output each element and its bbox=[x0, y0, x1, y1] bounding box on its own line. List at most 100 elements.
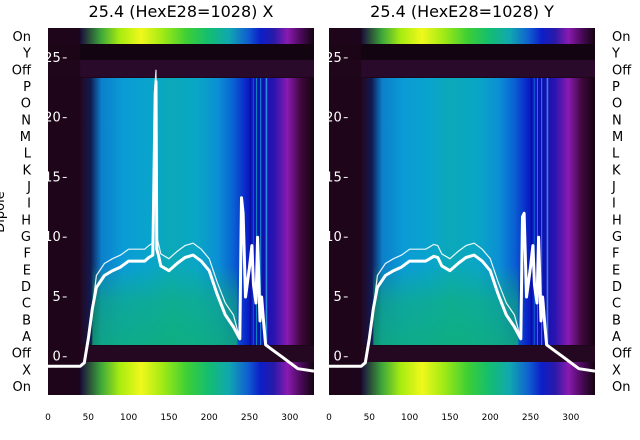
row-label: O bbox=[21, 97, 31, 112]
row-label: H bbox=[612, 213, 622, 228]
row-label: F bbox=[24, 247, 31, 262]
heatmap-gap-top bbox=[48, 44, 314, 60]
row-label: L bbox=[24, 147, 32, 162]
row-label: M bbox=[20, 130, 31, 145]
chart-title-y: 25.4 (HexE28=1028) Y bbox=[370, 2, 554, 21]
row-label: M bbox=[612, 130, 623, 145]
row-label: D bbox=[21, 280, 31, 295]
x-tick-label: 0 bbox=[326, 413, 332, 423]
row-label: G bbox=[612, 230, 622, 245]
x-tick-labels: 0 50 100 150 200 250 300 0 50 100 150 200 250 300 bbox=[45, 413, 580, 423]
heatmap-band-bottom bbox=[48, 362, 314, 395]
heatmap-panel-x: 0 5 10 15 20 25 bbox=[44, 28, 314, 395]
row-label: On bbox=[13, 380, 31, 395]
chart-title-x: 25.4 (HexE28=1028) X bbox=[89, 2, 274, 21]
x-tick-label: 250 bbox=[241, 413, 258, 423]
heatmap-stripe bbox=[252, 78, 254, 345]
row-label: Off bbox=[612, 347, 632, 362]
row-label: On bbox=[13, 30, 31, 45]
row-label: N bbox=[612, 113, 622, 128]
y-tick-label: 10 bbox=[325, 230, 342, 245]
y-tick-label: 15 bbox=[44, 170, 61, 185]
row-label: X bbox=[612, 363, 621, 378]
row-label: I bbox=[612, 197, 616, 212]
heatmap-band-dark-bottom bbox=[329, 346, 595, 362]
heatmap-stripe bbox=[533, 78, 535, 345]
heatmap-green-tint bbox=[373, 200, 519, 345]
row-label: Y bbox=[611, 47, 620, 62]
y-tick-label: 10 bbox=[44, 230, 61, 245]
heatmap-panel-y: 0 5 10 15 20 25 bbox=[325, 28, 595, 395]
row-label: N bbox=[21, 113, 31, 128]
row-label: A bbox=[612, 330, 621, 345]
heatmap-stripe bbox=[259, 78, 262, 345]
row-label: B bbox=[22, 313, 31, 328]
row-label: O bbox=[612, 97, 622, 112]
heatmap-band-top bbox=[329, 28, 595, 44]
row-label: C bbox=[612, 297, 621, 312]
heatmap-stripe bbox=[536, 78, 538, 345]
y-tick-label: 5 bbox=[333, 290, 341, 305]
row-label: F bbox=[612, 247, 619, 262]
row-label: D bbox=[612, 280, 622, 295]
x-tick-label: 200 bbox=[482, 413, 499, 423]
heatmap-gap-top bbox=[329, 44, 595, 60]
overlay-trace-secondary bbox=[329, 213, 595, 372]
x-tick-label: 300 bbox=[562, 413, 579, 423]
row-label: L bbox=[612, 147, 620, 162]
row-label: B bbox=[612, 313, 621, 328]
row-label: On bbox=[612, 380, 630, 395]
heatmap-green-tint bbox=[92, 200, 238, 345]
y-tick-label: 25 bbox=[44, 51, 61, 66]
y-tick-label: 20 bbox=[325, 111, 342, 126]
heatmap-stripe bbox=[249, 78, 252, 345]
y-tick-label: 20 bbox=[44, 111, 61, 126]
x-tick-label: 100 bbox=[401, 413, 418, 423]
row-label: C bbox=[22, 297, 31, 312]
y-tick-label: 25 bbox=[325, 51, 342, 66]
x-tick-label: 300 bbox=[281, 413, 298, 423]
heatmap-band-bottom bbox=[329, 362, 595, 395]
y-axis-label: Dipole bbox=[0, 191, 8, 232]
row-label: K bbox=[22, 163, 31, 178]
row-label: X bbox=[22, 363, 31, 378]
row-label: Off bbox=[12, 347, 32, 362]
heatmap-stripe bbox=[262, 78, 264, 345]
x-tick-label: 50 bbox=[364, 413, 376, 423]
x-tick-label: 200 bbox=[201, 413, 218, 423]
heatmap-band-dark-top bbox=[329, 60, 595, 77]
row-label: A bbox=[22, 330, 31, 345]
row-label: E bbox=[23, 263, 31, 278]
heatmap-stripe bbox=[265, 78, 268, 345]
row-label: J bbox=[611, 180, 616, 195]
y-tick-label: 0 bbox=[333, 350, 341, 365]
x-tick-label: 150 bbox=[160, 413, 177, 423]
row-label: P bbox=[23, 80, 31, 95]
x-tick-label: 50 bbox=[83, 413, 95, 423]
row-label: Y bbox=[22, 47, 31, 62]
overlay-trace-secondary bbox=[48, 69, 314, 372]
x-tick-label: 100 bbox=[120, 413, 137, 423]
heatmap-stripe bbox=[543, 78, 545, 345]
heatmap-band-dark-bottom bbox=[48, 346, 314, 362]
row-label: K bbox=[612, 163, 621, 178]
row-label: Off bbox=[612, 63, 632, 78]
heatmap-stripe bbox=[540, 78, 543, 345]
y-tick-label: 0 bbox=[52, 350, 60, 365]
row-label: Off bbox=[12, 63, 32, 78]
row-label: On bbox=[612, 30, 630, 45]
row-label: I bbox=[27, 197, 31, 212]
heatmap-band-dark-top bbox=[48, 60, 314, 77]
heatmap-left-column bbox=[48, 28, 81, 395]
row-label: G bbox=[21, 230, 31, 245]
heatmap-stripe bbox=[546, 78, 549, 345]
heatmap-band-top bbox=[48, 28, 314, 44]
heatmap-stripe bbox=[530, 78, 533, 345]
heatmap-stripe bbox=[255, 78, 257, 345]
x-tick-label: 250 bbox=[522, 413, 539, 423]
y-tick-label: 5 bbox=[52, 290, 60, 305]
x-tick-label: 150 bbox=[441, 413, 458, 423]
